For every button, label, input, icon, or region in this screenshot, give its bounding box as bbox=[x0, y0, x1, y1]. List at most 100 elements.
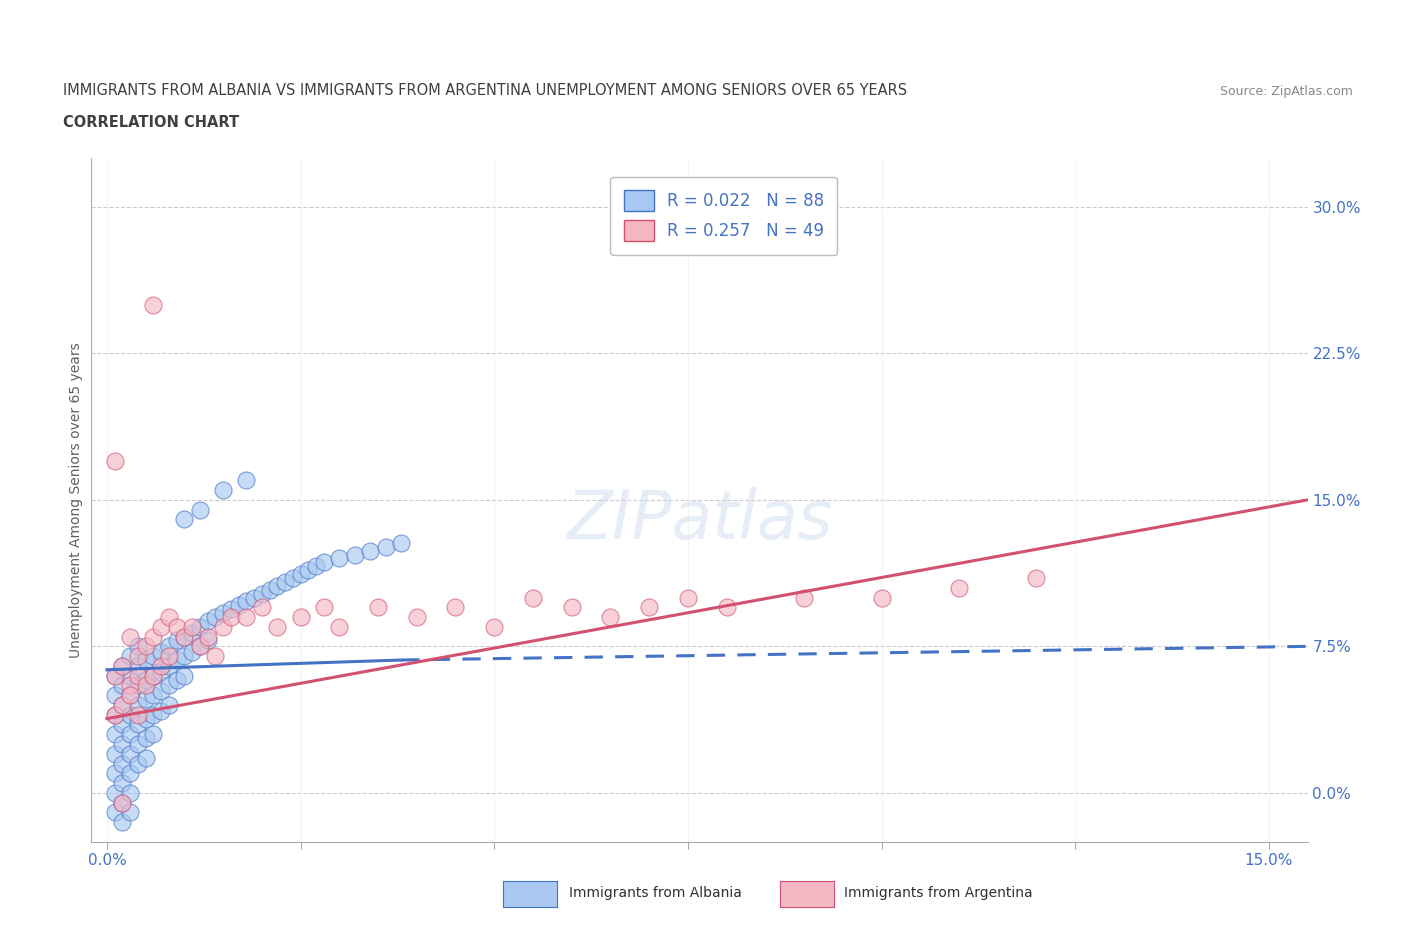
Point bbox=[173, 630, 195, 644]
Point bbox=[197, 630, 219, 644]
Point bbox=[157, 610, 180, 625]
Point bbox=[212, 605, 235, 620]
Point bbox=[120, 669, 142, 684]
Point bbox=[793, 591, 815, 605]
Point bbox=[676, 591, 699, 605]
Point bbox=[127, 678, 149, 693]
Text: IMMIGRANTS FROM ALBANIA VS IMMIGRANTS FROM ARGENTINA UNEMPLOYMENT AMONG SENIORS : IMMIGRANTS FROM ALBANIA VS IMMIGRANTS FR… bbox=[63, 83, 907, 98]
Point bbox=[150, 664, 173, 679]
Point bbox=[181, 619, 204, 634]
Point bbox=[135, 672, 157, 687]
Point bbox=[104, 669, 127, 684]
Point bbox=[157, 658, 180, 673]
Point bbox=[599, 610, 621, 625]
Point bbox=[482, 619, 505, 634]
Point bbox=[111, 815, 134, 830]
Point bbox=[111, 795, 134, 810]
Point bbox=[274, 575, 297, 590]
Point bbox=[328, 551, 350, 566]
Point bbox=[104, 708, 127, 723]
Point bbox=[166, 672, 188, 687]
Point bbox=[157, 678, 180, 693]
Point bbox=[166, 653, 188, 668]
Point bbox=[127, 639, 149, 654]
Point bbox=[188, 502, 211, 517]
Point bbox=[157, 649, 180, 664]
Point bbox=[150, 658, 173, 673]
Point bbox=[228, 598, 250, 613]
Legend: R = 0.022   N = 88, R = 0.257   N = 49: R = 0.022 N = 88, R = 0.257 N = 49 bbox=[610, 177, 838, 255]
Point bbox=[870, 591, 893, 605]
Point bbox=[522, 591, 544, 605]
Point bbox=[135, 692, 157, 707]
Point bbox=[166, 619, 188, 634]
Point bbox=[111, 658, 134, 673]
Point bbox=[104, 708, 127, 723]
Point bbox=[243, 591, 266, 605]
Y-axis label: Unemployment Among Seniors over 65 years: Unemployment Among Seniors over 65 years bbox=[69, 342, 83, 658]
Point bbox=[127, 708, 149, 723]
Point bbox=[142, 649, 165, 664]
Point bbox=[173, 669, 195, 684]
Point bbox=[104, 766, 127, 781]
Point bbox=[104, 785, 127, 800]
Point bbox=[142, 669, 165, 684]
Point bbox=[444, 600, 467, 615]
Point bbox=[111, 678, 134, 693]
Point bbox=[266, 619, 288, 634]
Point bbox=[173, 649, 195, 664]
Point bbox=[111, 795, 134, 810]
Point bbox=[328, 619, 350, 634]
Point bbox=[561, 600, 583, 615]
Point bbox=[181, 644, 204, 659]
Point bbox=[188, 639, 211, 654]
Point bbox=[104, 727, 127, 742]
Point bbox=[405, 610, 427, 625]
Text: ZIPatlas: ZIPatlas bbox=[567, 487, 832, 553]
Point bbox=[1025, 571, 1047, 586]
Point bbox=[157, 639, 180, 654]
Point bbox=[150, 644, 173, 659]
Point bbox=[104, 688, 127, 703]
Point bbox=[111, 776, 134, 790]
Point bbox=[197, 614, 219, 629]
Text: Source: ZipAtlas.com: Source: ZipAtlas.com bbox=[1219, 85, 1353, 98]
Point bbox=[281, 571, 304, 586]
Point bbox=[219, 610, 242, 625]
Point bbox=[127, 698, 149, 712]
Point bbox=[142, 708, 165, 723]
Point bbox=[142, 298, 165, 312]
Point bbox=[235, 594, 257, 609]
Point bbox=[250, 586, 273, 601]
Point bbox=[104, 454, 127, 469]
Point bbox=[266, 578, 288, 593]
Point bbox=[948, 580, 970, 595]
Point bbox=[104, 805, 127, 820]
Point bbox=[290, 610, 312, 625]
Point bbox=[135, 653, 157, 668]
Point bbox=[343, 547, 366, 562]
Point bbox=[716, 600, 738, 615]
Point bbox=[127, 649, 149, 664]
Point bbox=[135, 731, 157, 746]
Point bbox=[111, 737, 134, 751]
Point bbox=[111, 698, 134, 712]
Point bbox=[111, 698, 134, 712]
Point bbox=[150, 703, 173, 718]
Point bbox=[204, 649, 226, 664]
Point bbox=[359, 543, 381, 558]
Point bbox=[374, 539, 396, 554]
Point bbox=[181, 625, 204, 640]
Point bbox=[235, 610, 257, 625]
Point bbox=[135, 711, 157, 726]
Point bbox=[235, 473, 257, 488]
Point bbox=[120, 766, 142, 781]
Point bbox=[104, 669, 127, 684]
Point bbox=[150, 684, 173, 698]
Point bbox=[120, 688, 142, 703]
Point bbox=[188, 639, 211, 654]
Point bbox=[212, 483, 235, 498]
Point bbox=[367, 600, 389, 615]
Point bbox=[135, 751, 157, 765]
Point bbox=[173, 512, 195, 527]
